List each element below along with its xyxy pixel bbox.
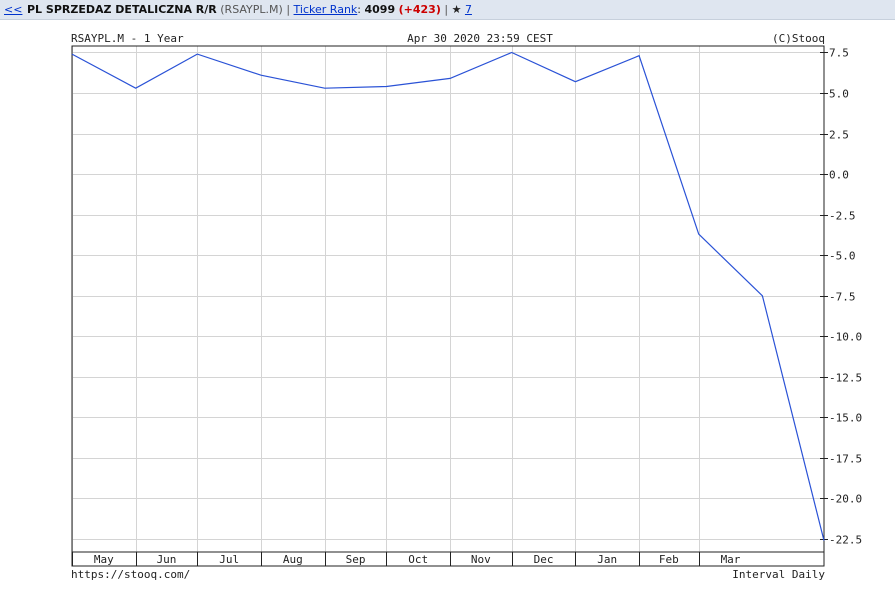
y-tick-label: 2.5 — [829, 129, 849, 142]
separator: | — [286, 3, 291, 16]
chart-top-right-label: (C)Stooq — [772, 32, 825, 45]
ticker-symbol: (RSAYPL.M) — [220, 3, 283, 16]
y-tick-label: 7.5 — [829, 47, 849, 60]
interval-label: Interval Daily — [732, 568, 825, 581]
favorites-count-link[interactable]: 7 — [464, 3, 472, 16]
ticker-rank-link[interactable]: Ticker Rank — [293, 3, 358, 16]
x-tick-label: Feb — [659, 553, 679, 566]
y-tick-label: -10.0 — [829, 331, 862, 344]
series-layer — [71, 51, 825, 541]
x-tick-label: May — [94, 553, 114, 566]
y-tick-label: -22.5 — [829, 534, 862, 547]
x-axis-strip — [71, 551, 825, 567]
x-tick-label: Jul — [219, 553, 239, 566]
x-tick-label: Aug — [283, 553, 303, 566]
y-tick-label: 0.0 — [829, 169, 849, 182]
separator: | — [444, 3, 449, 16]
x-tick-label: Jun — [157, 553, 177, 566]
source-url-label: https://stooq.com/ — [71, 568, 190, 581]
rank-colon: : — [357, 3, 361, 16]
y-tick-label: -5.0 — [829, 250, 856, 263]
chart-top-center-label: Apr 30 2020 23:59 CEST — [407, 32, 553, 45]
y-axis: 7.5 5.0 2.5 0.0 -2.5 -5.0 -7.5 -10.0 -12.5 -15.0 -… — [820, 47, 862, 547]
y-tick-label: -15.0 — [829, 412, 862, 425]
y-tick-label: -12.5 — [829, 372, 862, 385]
x-tick-label: Mar — [721, 553, 741, 566]
x-tick-label: Nov — [471, 553, 491, 566]
ticker-rank-change: (+423) — [398, 3, 441, 16]
y-tick-label: 5.0 — [829, 88, 849, 101]
ticker-header-bar: << PL SPRZEDAZ DETALICZNA R/R (RSAYPL.M)… — [0, 0, 895, 20]
star-icon: ★ — [451, 3, 462, 16]
x-tick-label: Dec — [534, 553, 554, 566]
y-tick-label: -2.5 — [829, 210, 856, 223]
x-axis: May Jun Jul Aug Sep Oct Nov Dec Jan Feb Mar — [71, 551, 825, 567]
ticker-title: PL SPRZEDAZ DETALICZNA R/R — [27, 3, 217, 16]
back-link[interactable]: << — [4, 3, 23, 16]
ticker-header: PL SPRZEDAZ DETALICZNA R/R (RSAYPL.M) | … — [27, 0, 472, 19]
ticker-rank-value: 4099 — [364, 3, 396, 16]
x-tick-label: Sep — [346, 553, 366, 566]
chart-top-left-label: RSAYPL.M - 1 Year — [71, 32, 184, 45]
plot-area-frame — [71, 45, 825, 553]
y-tick-label: -7.5 — [829, 291, 856, 304]
x-tick-label: Oct — [408, 553, 428, 566]
x-tick-label: Jan — [597, 553, 617, 566]
y-tick-label: -17.5 — [829, 453, 862, 466]
chart-grid — [72, 46, 824, 552]
y-tick-label: -20.0 — [829, 493, 862, 506]
